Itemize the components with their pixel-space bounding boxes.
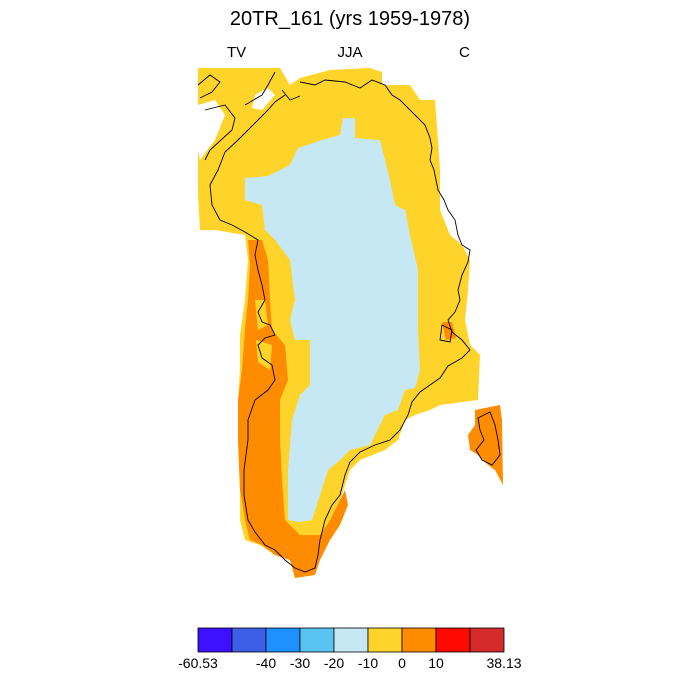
colorbar-tick-label: -30: [289, 655, 311, 671]
colorbar-tick-label: 38.13: [486, 655, 522, 671]
colorbar-tick-label: -20: [323, 655, 345, 671]
season-label: JJA: [337, 44, 363, 61]
variable-label: TV: [227, 44, 247, 61]
colorbar-swatch: [299, 627, 335, 653]
units-label: C: [459, 44, 470, 61]
colorbar-swatch: [333, 627, 369, 653]
colorbar-swatch: [197, 627, 233, 653]
plot-title: 20TR_161 (yrs 1959-1978): [229, 8, 471, 30]
colorbar-tick-label: -40: [255, 655, 277, 671]
colorbar-tick-label: -10: [357, 655, 379, 671]
nodata-patch: [198, 100, 225, 160]
colorbar-tick-label: 10: [428, 655, 444, 671]
region-0-to-10: [255, 300, 268, 330]
colorbar: [197, 627, 505, 653]
nodata-patch: [252, 88, 275, 110]
colorbar-swatch: [265, 627, 301, 653]
region-minus10-to-0: [245, 118, 420, 522]
colorbar-swatch: [435, 627, 471, 653]
colorbar-swatch: [469, 627, 505, 653]
colorbar-swatch: [231, 627, 267, 653]
region-10-plus: [468, 405, 503, 485]
coastline: [197, 71, 501, 573]
colorbar-swatch: [367, 627, 403, 653]
colorbar-tick-label: 0: [398, 655, 406, 671]
colorbar-tick-label: -60.53: [178, 655, 218, 671]
colorbar-swatch: [401, 627, 437, 653]
